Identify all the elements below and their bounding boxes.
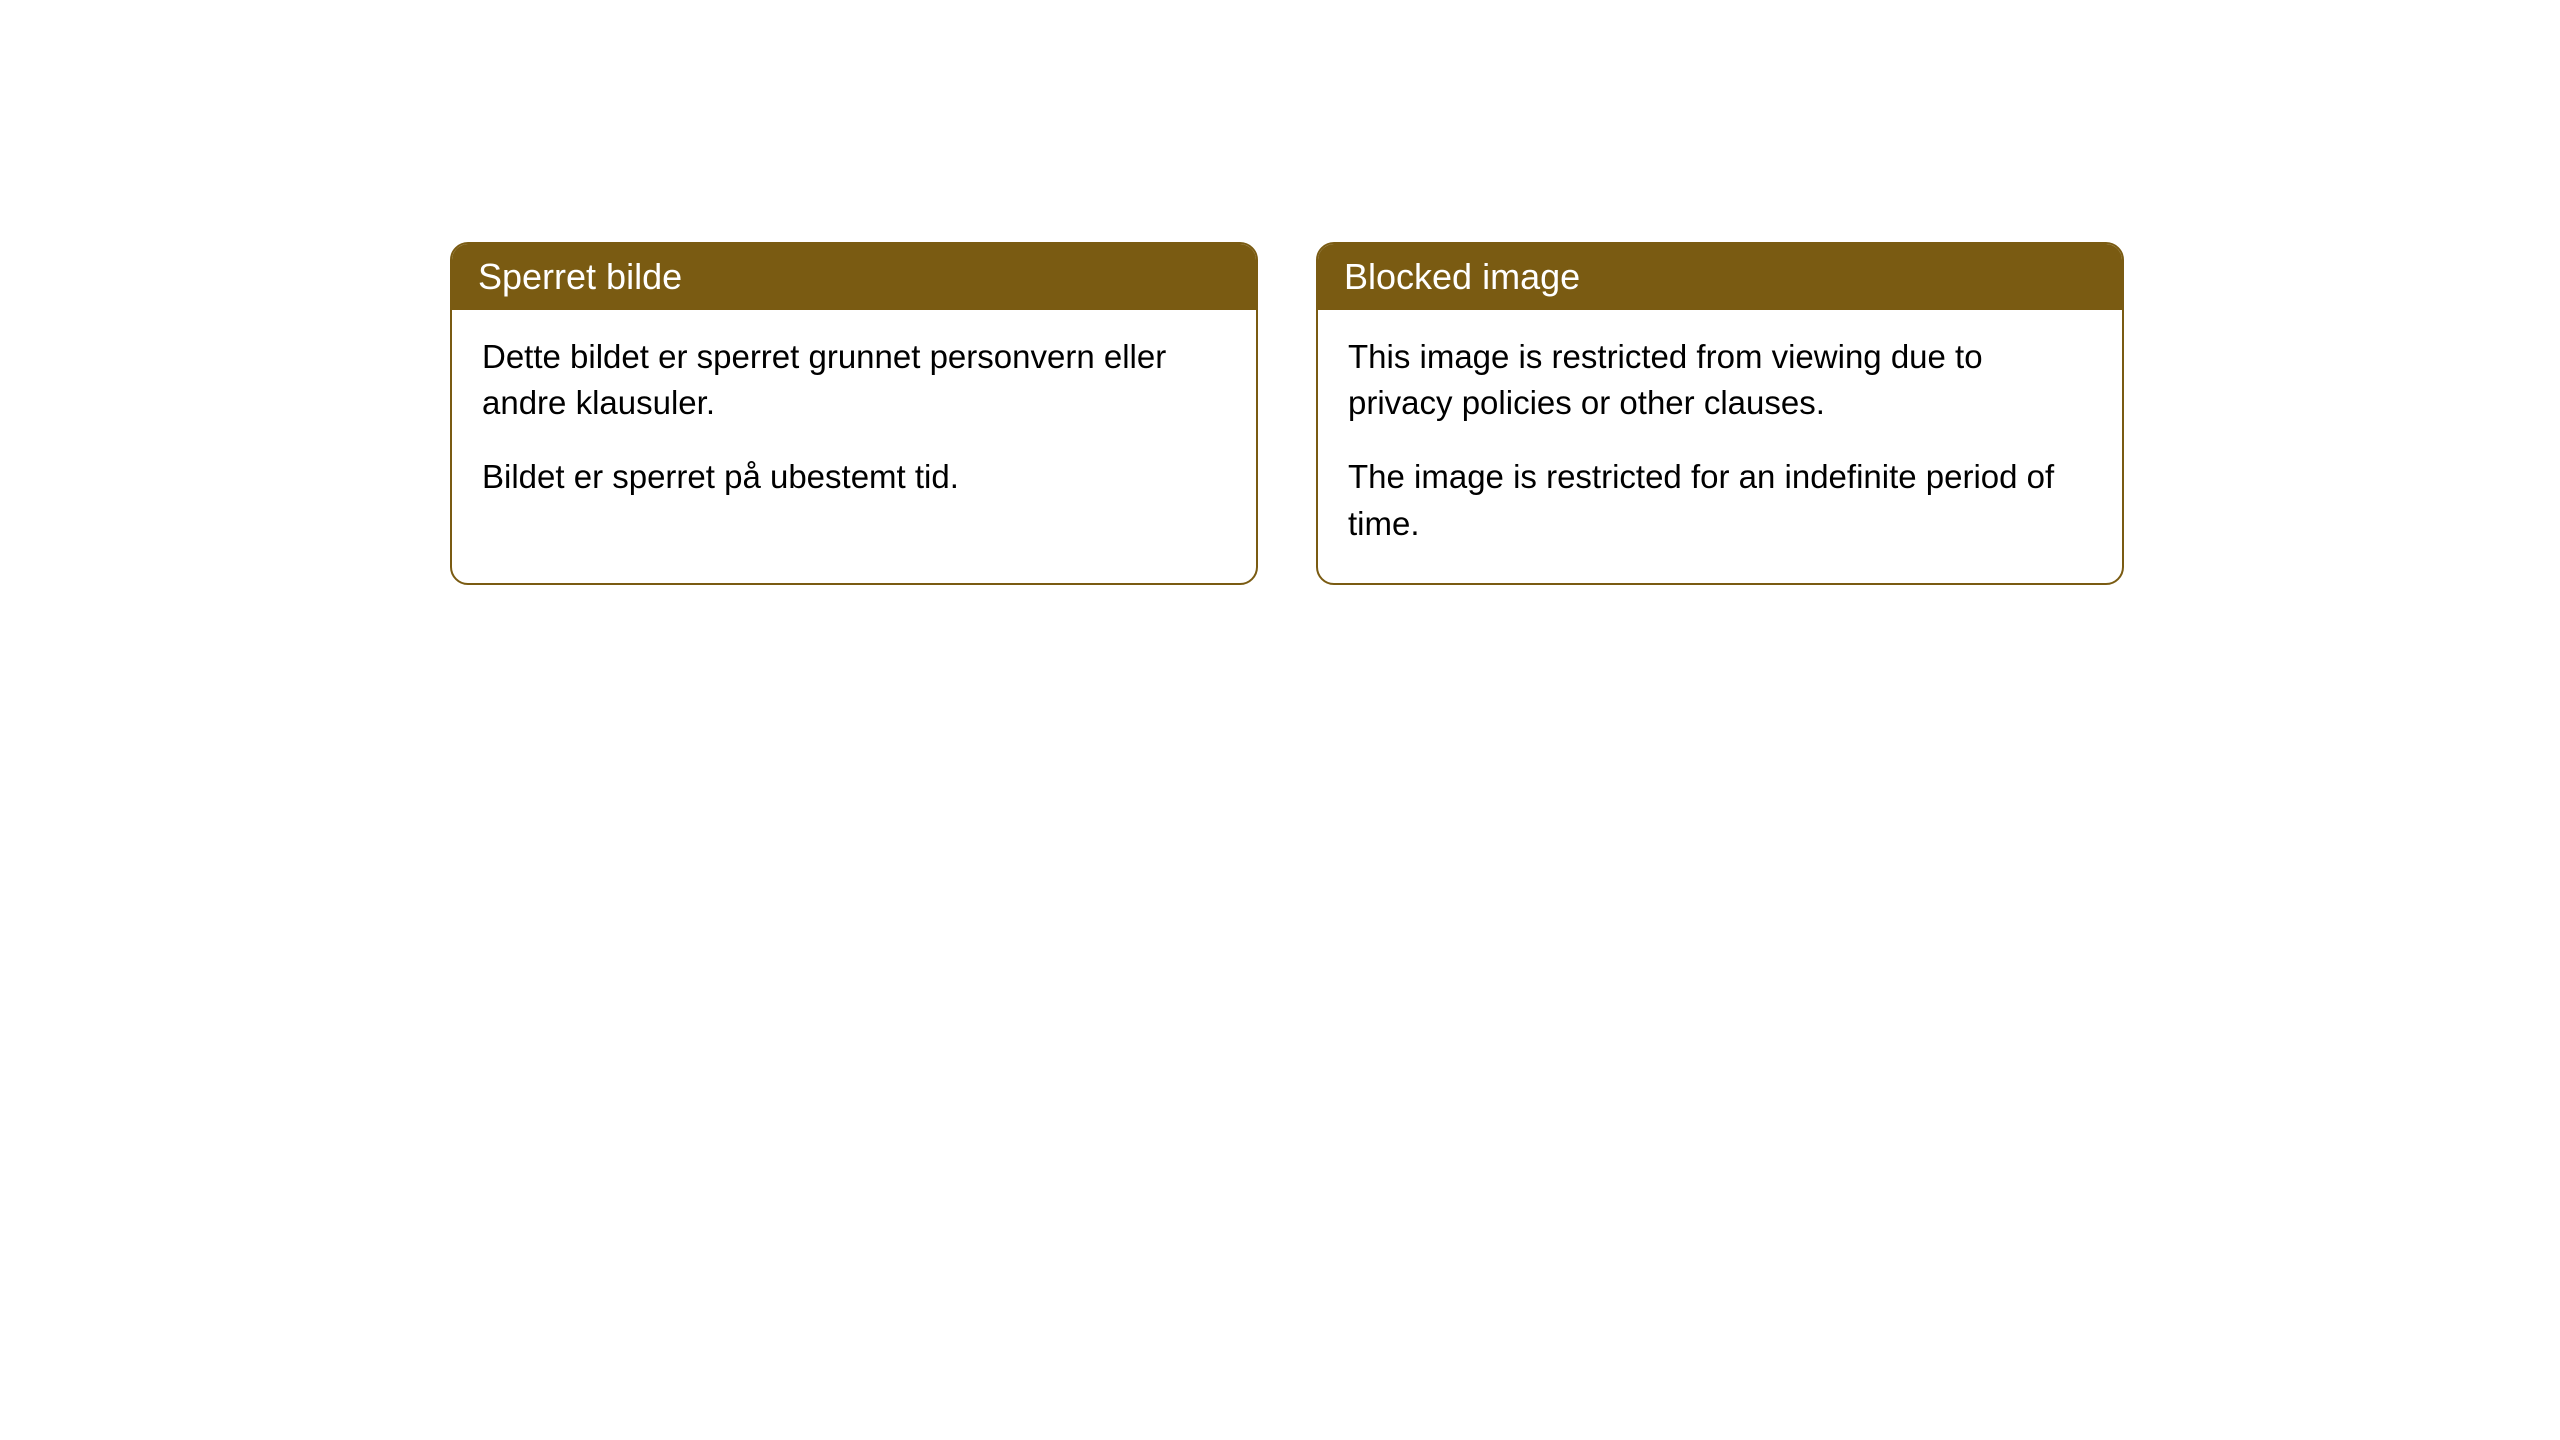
card-paragraph-2: Bildet er sperret på ubestemt tid. — [482, 454, 1226, 500]
notice-card-norwegian: Sperret bilde Dette bildet er sperret gr… — [450, 242, 1258, 585]
card-paragraph-1: Dette bildet er sperret grunnet personve… — [482, 334, 1226, 426]
card-body: Dette bildet er sperret grunnet personve… — [452, 310, 1256, 537]
card-header: Blocked image — [1318, 244, 2122, 310]
card-paragraph-2: The image is restricted for an indefinit… — [1348, 454, 2092, 546]
card-header: Sperret bilde — [452, 244, 1256, 310]
card-title: Sperret bilde — [478, 256, 682, 297]
card-title: Blocked image — [1344, 256, 1580, 297]
card-paragraph-1: This image is restricted from viewing du… — [1348, 334, 2092, 426]
notice-cards-container: Sperret bilde Dette bildet er sperret gr… — [450, 242, 2124, 585]
card-body: This image is restricted from viewing du… — [1318, 310, 2122, 583]
notice-card-english: Blocked image This image is restricted f… — [1316, 242, 2124, 585]
